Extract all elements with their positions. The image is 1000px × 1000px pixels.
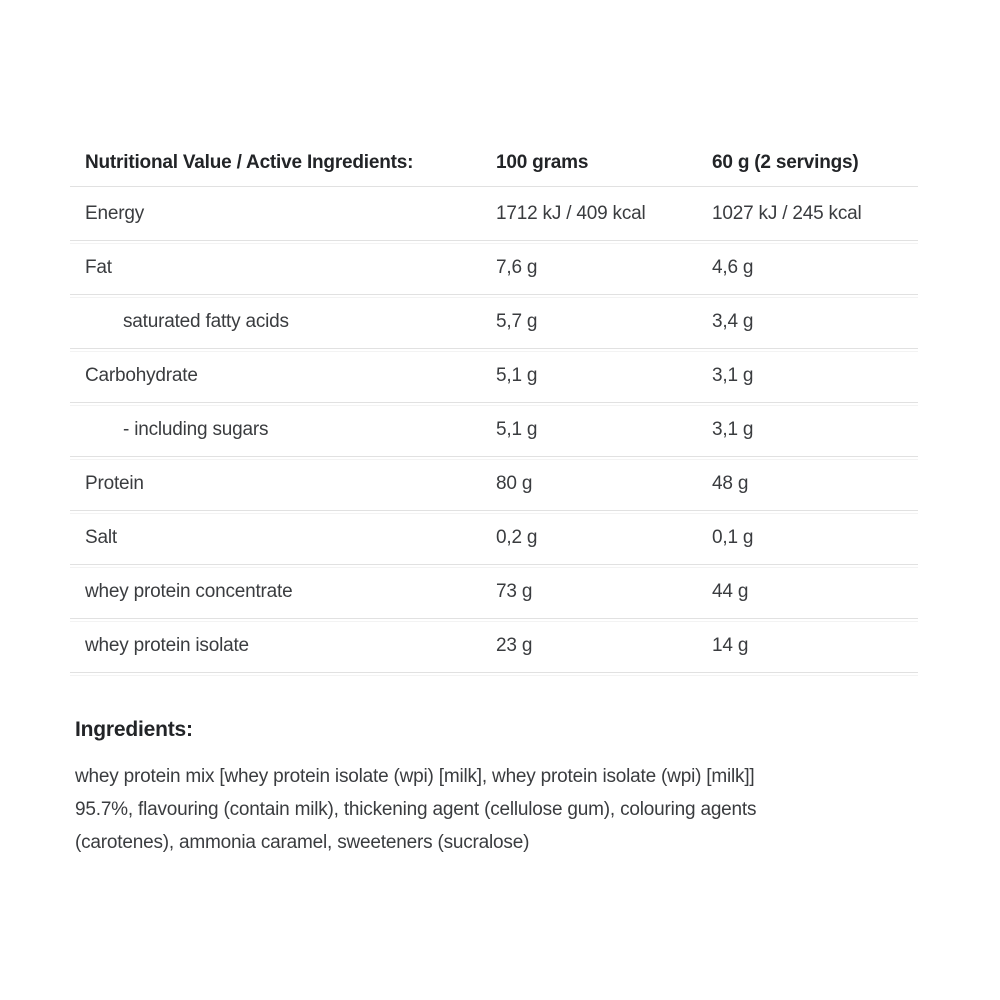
table-row: Energy 1712 kJ / 409 kcal 1027 kJ / 245 … <box>70 187 918 241</box>
table-body: Energy 1712 kJ / 409 kcal 1027 kJ / 245 … <box>70 187 918 673</box>
value-per-100g: 80 g <box>496 472 533 494</box>
row-label: Carbohydrate <box>85 364 198 386</box>
value-per-serving: 14 g <box>712 634 749 656</box>
ingredients-line: whey protein mix [whey protein isolate (… <box>75 766 755 787</box>
row-label: saturated fatty acids <box>123 310 289 332</box>
value-per-serving: 3,4 g <box>712 310 754 332</box>
value-per-serving: 3,1 g <box>712 418 754 440</box>
ingredients-section: Ingredients: whey protein mix [whey prot… <box>75 718 920 859</box>
value-per-serving: 4,6 g <box>712 256 754 278</box>
row-label: Fat <box>85 256 112 278</box>
ingredients-line: 95.7%, flavouring (contain milk), thicke… <box>75 799 757 820</box>
table-row: - including sugars 5,1 g 3,1 g <box>70 403 918 457</box>
row-label: whey protein isolate <box>85 634 249 656</box>
value-per-100g: 23 g <box>496 634 533 656</box>
value-per-serving: 1027 kJ / 245 kcal <box>712 202 862 224</box>
header-active-ingredients: Nutritional Value / Active Ingredients: <box>85 152 414 173</box>
value-per-100g: 0,2 g <box>496 526 538 548</box>
table-row: saturated fatty acids 5,7 g 3,4 g <box>70 295 918 349</box>
table-row: Fat 7,6 g 4,6 g <box>70 241 918 295</box>
table-row: Protein 80 g 48 g <box>70 457 918 511</box>
ingredients-paragraph: whey protein mix [whey protein isolate (… <box>75 760 920 859</box>
value-per-100g: 73 g <box>496 580 533 602</box>
value-per-100g: 5,1 g <box>496 418 538 440</box>
row-label: Protein <box>85 472 144 494</box>
ingredients-line: (carotenes), ammonia caramel, sweeteners… <box>75 832 530 853</box>
value-per-100g: 7,6 g <box>496 256 538 278</box>
row-label: whey protein concentrate <box>85 580 293 602</box>
table-row: whey protein isolate 23 g 14 g <box>70 619 918 673</box>
value-per-serving: 3,1 g <box>712 364 754 386</box>
value-per-100g: 5,7 g <box>496 310 538 332</box>
ingredients-heading: Ingredients: <box>75 718 193 741</box>
row-label: Energy <box>85 202 145 224</box>
value-per-serving: 0,1 g <box>712 526 754 548</box>
row-label: - including sugars <box>123 418 269 440</box>
value-per-100g: 5,1 g <box>496 364 538 386</box>
header-per-100-grams: 100 grams <box>496 152 589 173</box>
value-per-serving: 44 g <box>712 580 749 602</box>
table-row: Salt 0,2 g 0,1 g <box>70 511 918 565</box>
row-label: Salt <box>85 526 117 548</box>
header-per-serving: 60 g (2 servings) <box>712 152 859 173</box>
table-row: Carbohydrate 5,1 g 3,1 g <box>70 349 918 403</box>
nutrition-table: Nutritional Value / Active Ingredients: … <box>70 140 918 673</box>
table-header-row: Nutritional Value / Active Ingredients: … <box>70 140 918 187</box>
table-row: whey protein concentrate 73 g 44 g <box>70 565 918 619</box>
value-per-serving: 48 g <box>712 472 749 494</box>
value-per-100g: 1712 kJ / 409 kcal <box>496 202 646 224</box>
